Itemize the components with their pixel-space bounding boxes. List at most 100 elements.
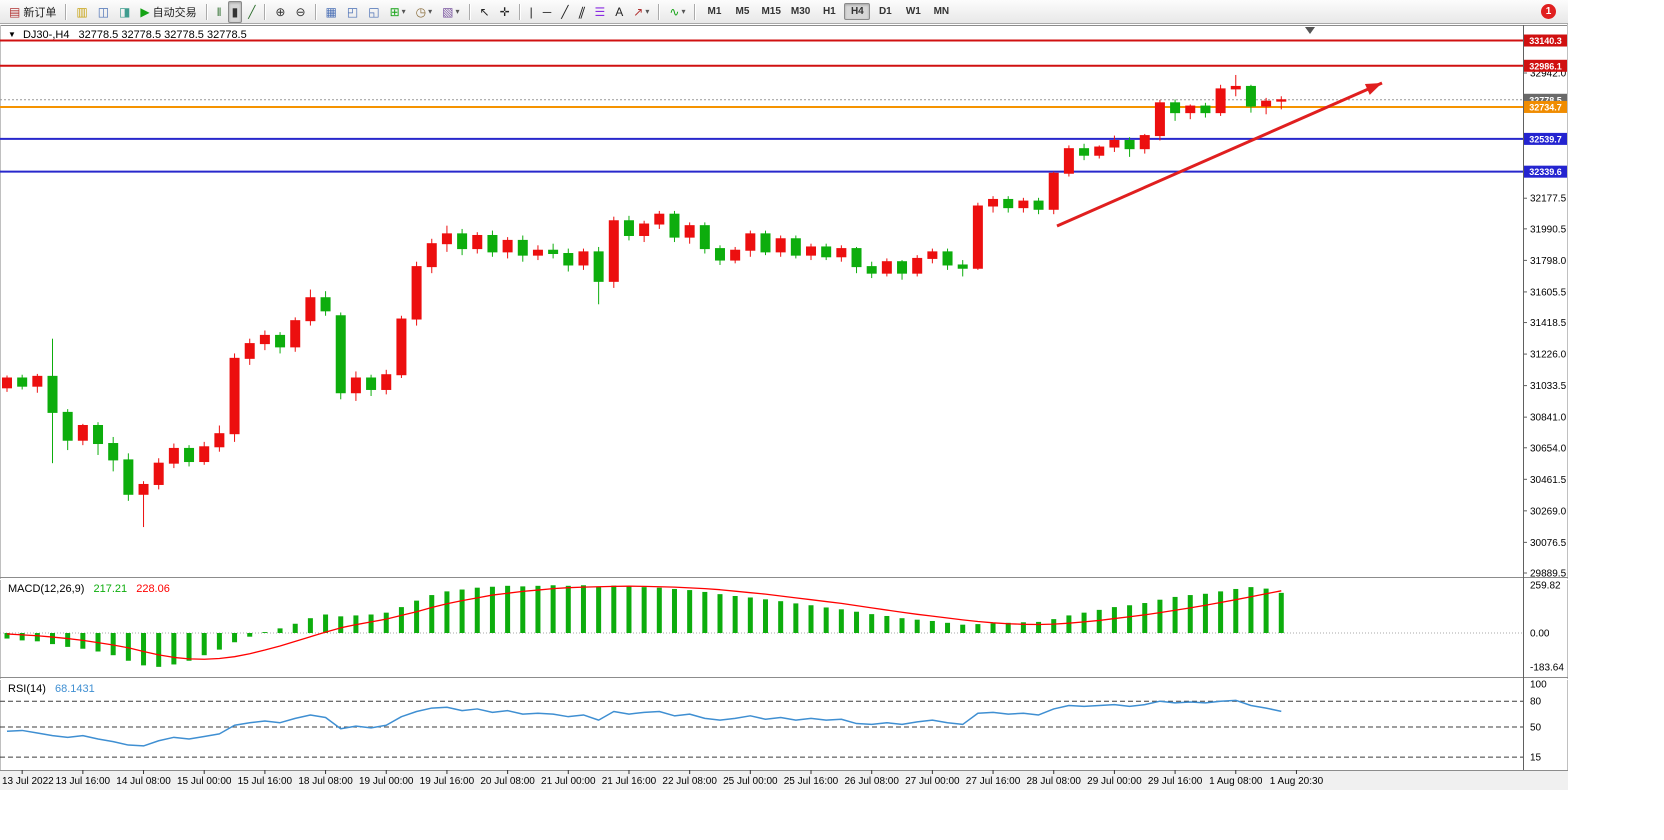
macd-histogram-bar [1263,588,1269,633]
chart-shift-marker-icon[interactable] [1305,27,1315,34]
dropdown-arrow-icon: ▾ [401,7,406,16]
trendline-button[interactable]: ╱ [557,1,572,23]
periods-button[interactable]: ◷ ▾ [412,1,437,23]
macd-histogram-bar [1278,592,1284,633]
macd-histogram-bar [1157,599,1163,633]
candle-body [927,251,938,259]
arrange-windows-button[interactable]: ◱ [364,1,383,23]
macd-indicator-label: MACD(12,26,9) 217.21 228.06 [8,583,170,595]
candle-body [1170,102,1181,114]
candle-body [2,377,12,389]
candle-body [957,264,968,269]
candle-body [881,261,892,274]
macd-histogram-bar [247,633,253,637]
zoom-out-button[interactable]: ⊖ [291,1,309,23]
candle-body [866,266,877,274]
time-label: 22 Jul 08:00 [662,776,717,787]
tile-windows-button[interactable]: ▦ [322,1,341,23]
candle-body [563,253,574,266]
zoom-out-icon: ⊖ [295,4,306,19]
timeframe-H4-button[interactable]: H4 [844,3,871,20]
candle-body [1154,102,1165,137]
macd-histogram-bar [1005,622,1011,633]
bar-chart-type-button[interactable]: ‖ [213,1,226,23]
chart-canvas[interactable]: 13 Jul 2022 13 Jul 16:00 14 Jul 08:00 15 Ju… [0,0,1568,790]
timeframe-M30-button[interactable]: M30 [790,6,811,17]
channel-button[interactable]: ∥ [575,1,589,23]
timeframe-D1-button[interactable]: D1 [878,6,892,17]
time-label: 1 Aug 08:00 [1209,776,1263,787]
zoom-in-icon: ⊕ [275,4,286,19]
macd-histogram-bar [732,596,738,633]
cursor-icon: ↖ [479,4,490,19]
dropdown-arrow-icon: ▾ [455,7,460,16]
candle-body [593,251,604,282]
time-label: 13 Jul 2022 [2,776,54,787]
notification-badge[interactable]: 1 [1541,4,1556,19]
candle-body [821,246,832,258]
macd-signal-value: 228.06 [136,583,170,595]
autotrading-icon: ▶ [140,4,150,19]
toolbar-separator [264,3,267,20]
cursor-button[interactable]: ↖ [476,1,494,23]
timeframe-M5-button[interactable]: M5 [735,6,750,17]
new-chart-button[interactable]: ⊞ ▾ [386,1,410,23]
zoom-in-button[interactable]: ⊕ [271,1,289,23]
horizontal-line-icon: ─ [542,4,552,19]
timeframe-M15-button[interactable]: M15 [761,6,781,17]
timeframe-H1-button[interactable]: H1 [822,6,836,17]
tile-windows-icon: ▦ [325,4,337,19]
vertical-line-icon: | [529,4,533,19]
horizontal-line-button[interactable]: ─ [539,1,556,23]
text-button[interactable]: A [611,1,627,23]
time-label: 29 Jul 00:00 [1087,776,1142,787]
templates-button[interactable]: ▧ ▾ [438,1,463,23]
time-label: 15 Jul 16:00 [238,776,293,787]
candle-body [47,375,58,413]
crosshair-button[interactable]: ✛ [496,1,514,23]
macd-histogram-bar [50,633,56,645]
line-chart-type-button[interactable]: ╱ [244,1,259,23]
candle-body [790,238,801,256]
candle-body [275,334,286,348]
candle-body [730,249,741,261]
toolbar-separator [205,3,208,20]
candle-body [669,213,680,238]
candle-body [1018,200,1029,209]
vertical-line-button[interactable]: | [526,1,537,23]
chart-dropdown-icon[interactable]: ▼ [8,30,16,39]
timeframe-MN-button[interactable]: MN [933,6,950,17]
candlestick-type-button[interactable]: ▮ [227,0,243,23]
macd-histogram-bar [1248,587,1254,633]
macd-histogram-bar [444,591,450,633]
candle-body [320,297,331,312]
time-label: 25 Jul 16:00 [784,776,839,787]
market-watch-button[interactable]: ▥ [72,1,91,23]
price-scale-label: 31990.5 [1530,224,1567,235]
candle-body [836,248,847,258]
timeframe-M1-button[interactable]: M1 [707,6,722,17]
price-axis[interactable]: 32942.0 32177.5 31990.5 31798.0 31605.5 31418… [1523,25,1567,770]
indicators-button[interactable]: ∿ ▾ [665,1,689,23]
cascade-windows-button[interactable]: ◰ [343,1,362,23]
price-scale-label: 29889.5 [1530,569,1567,580]
new-order-button[interactable]: ▤ 新订单 [5,1,60,23]
autotrading-button[interactable]: ▶ 自动交易 [136,1,200,23]
navigator-button[interactable]: ◨ [115,1,134,23]
chart-background [0,25,1568,790]
trend-arrow[interactable] [1056,81,1383,228]
arrows-button[interactable]: ↗ ▾ [629,1,653,23]
price-scale-label: 31033.5 [1530,381,1567,392]
candle-body [1261,100,1272,107]
macd-histogram-bar [960,624,966,633]
macd-histogram-bar [292,623,298,633]
candle-body [972,205,983,269]
data-window-button[interactable]: ◫ [94,1,113,23]
timeframe-W1-button[interactable]: W1 [905,6,921,17]
time-axis[interactable]: 13 Jul 2022 13 Jul 16:00 14 Jul 08:00 15 Ju… [0,770,1568,790]
level-price-label: 32986.1 [1529,61,1562,71]
trend-arrow-head [1364,83,1382,95]
candle-body [1245,85,1256,107]
candle-body [608,220,619,282]
fibonacci-button[interactable]: ☰ [591,1,610,23]
